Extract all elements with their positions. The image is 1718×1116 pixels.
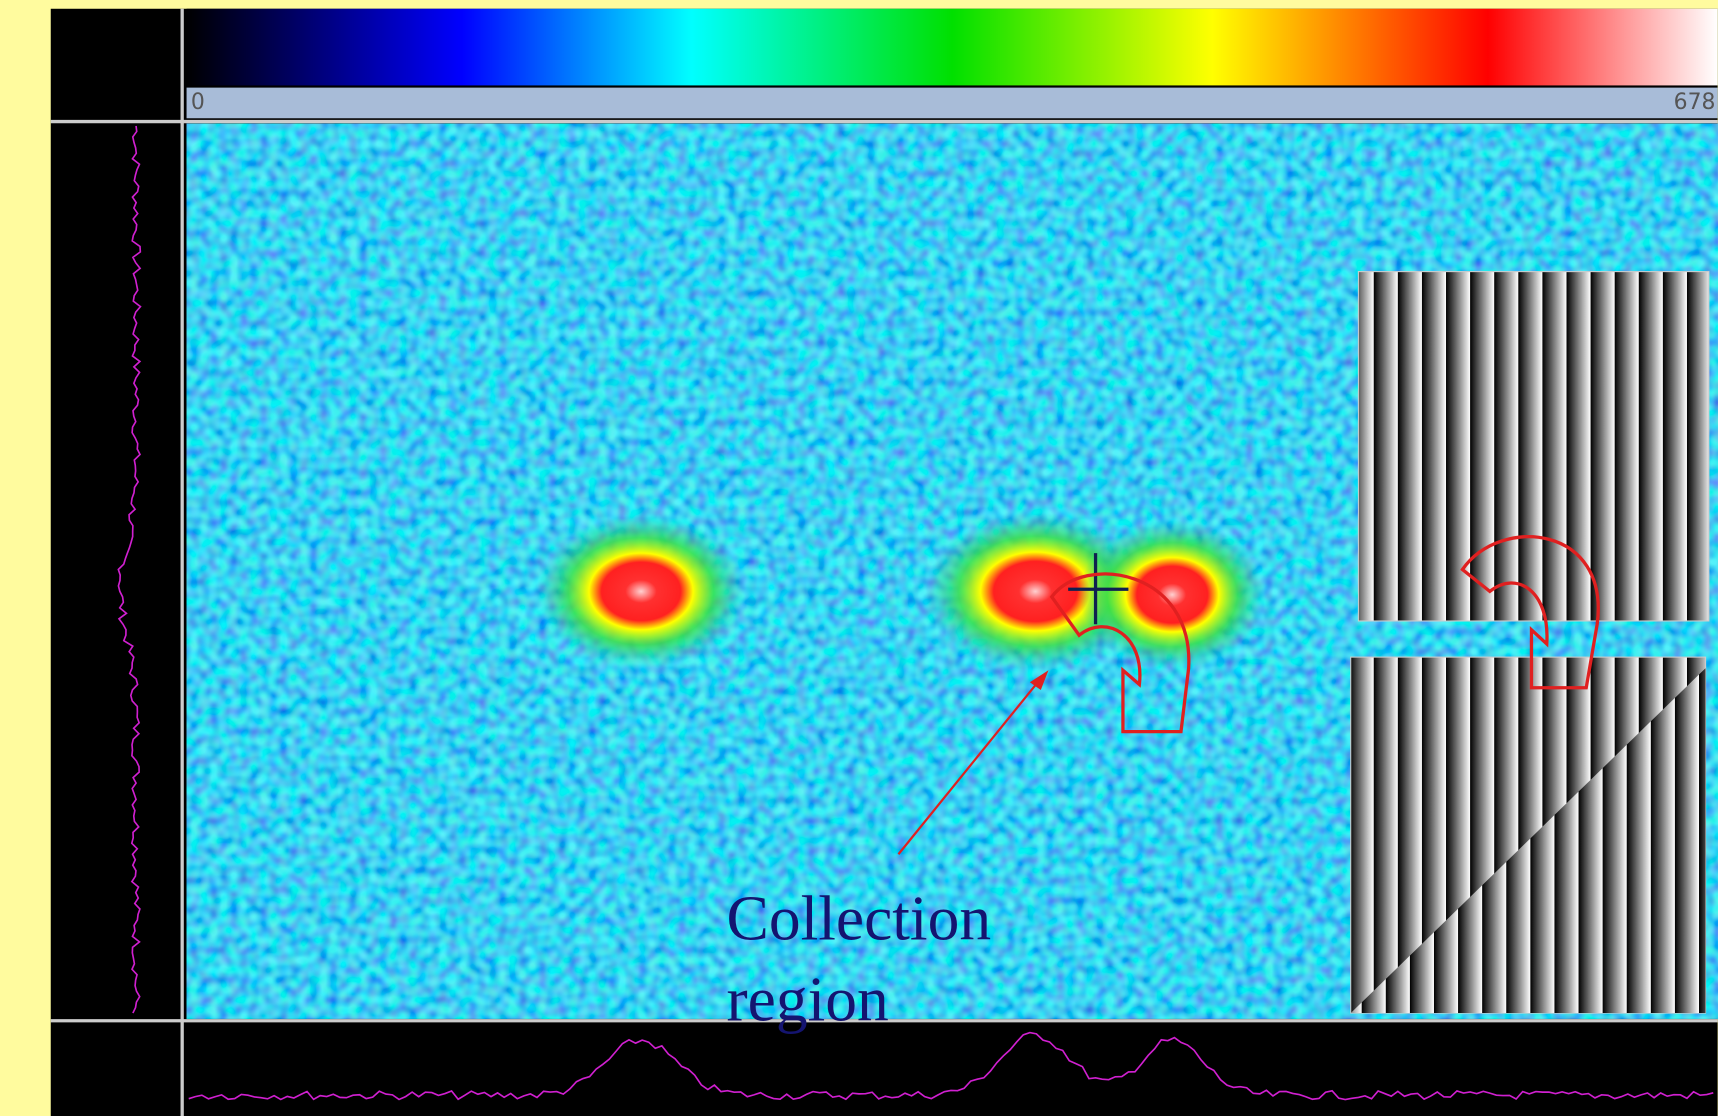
screenshot: 0 678 Collection region xyxy=(0,0,1718,1116)
grating-top xyxy=(1358,272,1708,621)
spot xyxy=(537,515,745,668)
scale-max: 678 xyxy=(1674,90,1716,115)
colorbar xyxy=(187,9,1718,86)
annotation-line: region xyxy=(726,964,888,1035)
page: 0 678 Collection region (() => { const d… xyxy=(0,0,1718,1116)
scale-min: 0 xyxy=(191,90,205,115)
spot xyxy=(1079,520,1265,669)
colorbar-scale xyxy=(187,88,1718,119)
grating-bottom xyxy=(1351,657,1706,1013)
annotation-line: Collection xyxy=(726,883,991,954)
